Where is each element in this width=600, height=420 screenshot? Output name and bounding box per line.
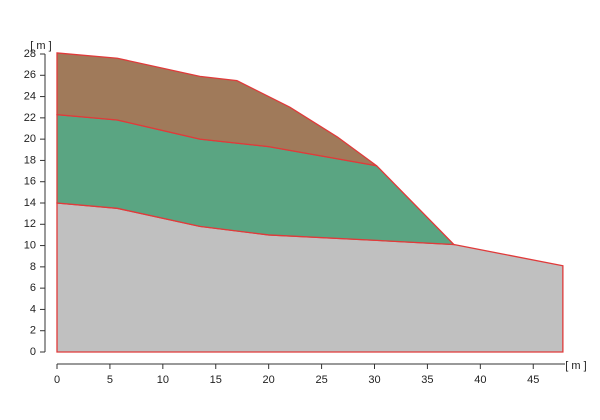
y-tick-label: 8 <box>30 261 36 273</box>
y-tick-label: 18 <box>24 154 36 166</box>
y-tick-label: 2 <box>30 325 36 337</box>
y-tick-label: 24 <box>24 90 36 102</box>
x-axis-label: [ m ] <box>565 360 586 372</box>
x-tick-label: 0 <box>54 374 60 386</box>
y-tick-label: 20 <box>24 133 36 145</box>
y-tick-label: 28 <box>24 48 36 60</box>
y-axis-label: [ m ] <box>30 40 51 52</box>
y-tick-label: 26 <box>24 69 36 81</box>
x-tick-label: 45 <box>527 374 539 386</box>
x-tick-label: 30 <box>368 374 380 386</box>
y-tick-label: 0 <box>30 346 36 358</box>
y-tick-label: 14 <box>24 197 36 209</box>
layer <box>56 52 378 167</box>
y-tick-label: 10 <box>24 239 36 251</box>
x-tick-label: 15 <box>210 374 222 386</box>
y-tick-label: 16 <box>24 176 36 188</box>
y-tick-label: 6 <box>30 282 36 294</box>
x-tick-label: 40 <box>474 374 486 386</box>
y-tick-label: 22 <box>24 112 36 124</box>
x-tick-label: 20 <box>263 374 275 386</box>
x-tick-label: 10 <box>157 374 169 386</box>
x-tick-label: 5 <box>107 374 113 386</box>
y-tick-label: 12 <box>24 218 36 230</box>
x-tick-label: 35 <box>421 374 433 386</box>
x-tick-label: 25 <box>315 374 327 386</box>
y-tick-label: 4 <box>30 303 36 315</box>
